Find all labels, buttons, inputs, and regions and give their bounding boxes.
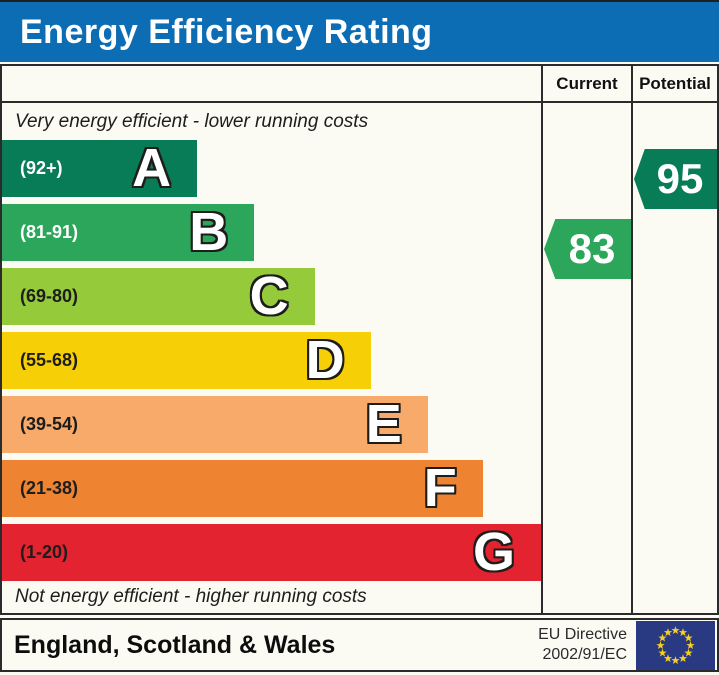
bands: (92+) A (81-91) B (69-80) C (55-68) D (39-54) E (2…: [2, 140, 541, 581]
band-bar-F: (21-38) F: [2, 460, 483, 517]
eu-directive-line1: EU Directive: [538, 626, 627, 643]
eu-directive-line2: 2002/91/EC: [542, 646, 627, 663]
band-letter-E: E: [365, 394, 402, 454]
epc-table: Current Potential Very energy efficient …: [0, 64, 719, 615]
band-range-E: (39-54): [20, 414, 79, 434]
region-label: England, Scotland & Wales: [14, 630, 336, 659]
bottom-caption: Not energy efficient - higher running co…: [15, 586, 367, 607]
band-letter-C: C: [249, 266, 289, 326]
footer: England, Scotland & Wales EU Directive 2…: [0, 618, 719, 672]
band-bar-D: (55-68) D: [2, 332, 371, 389]
band-row-E: (39-54) E: [2, 396, 541, 453]
band-range-D: (55-68): [20, 350, 79, 370]
current-column-header: Current: [541, 66, 631, 101]
band-row-C: (69-80) C: [2, 268, 541, 325]
band-letter-A: A: [132, 138, 172, 198]
current-value: 83: [568, 225, 616, 272]
current-column: 83: [541, 103, 631, 613]
band-bar-C: (69-80) C: [2, 268, 315, 325]
band-letter-B: B: [189, 202, 229, 262]
top-caption: Very energy efficient - lower running co…: [15, 110, 369, 132]
band-range-C: (69-80): [20, 286, 79, 306]
band-range-A: (92+): [20, 158, 63, 178]
band-letter-D: D: [305, 330, 345, 390]
band-row-F: (21-38) F: [2, 460, 541, 517]
band-range-F: (21-38): [20, 478, 79, 498]
band-row-D: (55-68) D: [2, 332, 541, 389]
table-body-row: Very energy efficient - lower running co…: [2, 103, 717, 613]
band-row-G: (1-20) G: [2, 524, 541, 581]
potential-arrow: 95: [634, 149, 717, 209]
band-bar-B: (81-91) B: [2, 202, 255, 262]
band-letter-G: G: [472, 522, 515, 582]
band-row-B: (81-91) B: [2, 204, 541, 261]
potential-column: 95: [631, 103, 717, 613]
table-header-row: Current Potential: [2, 66, 717, 103]
page-title: Energy Efficiency Rating: [20, 12, 433, 51]
band-row-A: (92+) A: [2, 140, 541, 197]
potential-column-header: Potential: [631, 66, 717, 101]
bands-column: Very energy efficient - lower running co…: [2, 103, 541, 613]
potential-value: 95: [656, 155, 704, 202]
band-range-B: (81-91): [20, 222, 79, 242]
band-bar-E: (39-54) E: [2, 396, 428, 453]
title-bar: Energy Efficiency Rating: [0, 0, 719, 62]
band-range-G: (1-20): [20, 542, 69, 562]
chart-column-header: [2, 66, 541, 101]
current-arrow: 83: [544, 219, 631, 279]
band-letter-F: F: [423, 458, 457, 518]
band-bar-A: (92+) A: [2, 138, 198, 198]
eu-flag-icon: [636, 620, 715, 670]
band-bar-G: (1-20) G: [2, 524, 541, 581]
eu-directive-text: EU Directive 2002/91/EC: [538, 625, 627, 665]
